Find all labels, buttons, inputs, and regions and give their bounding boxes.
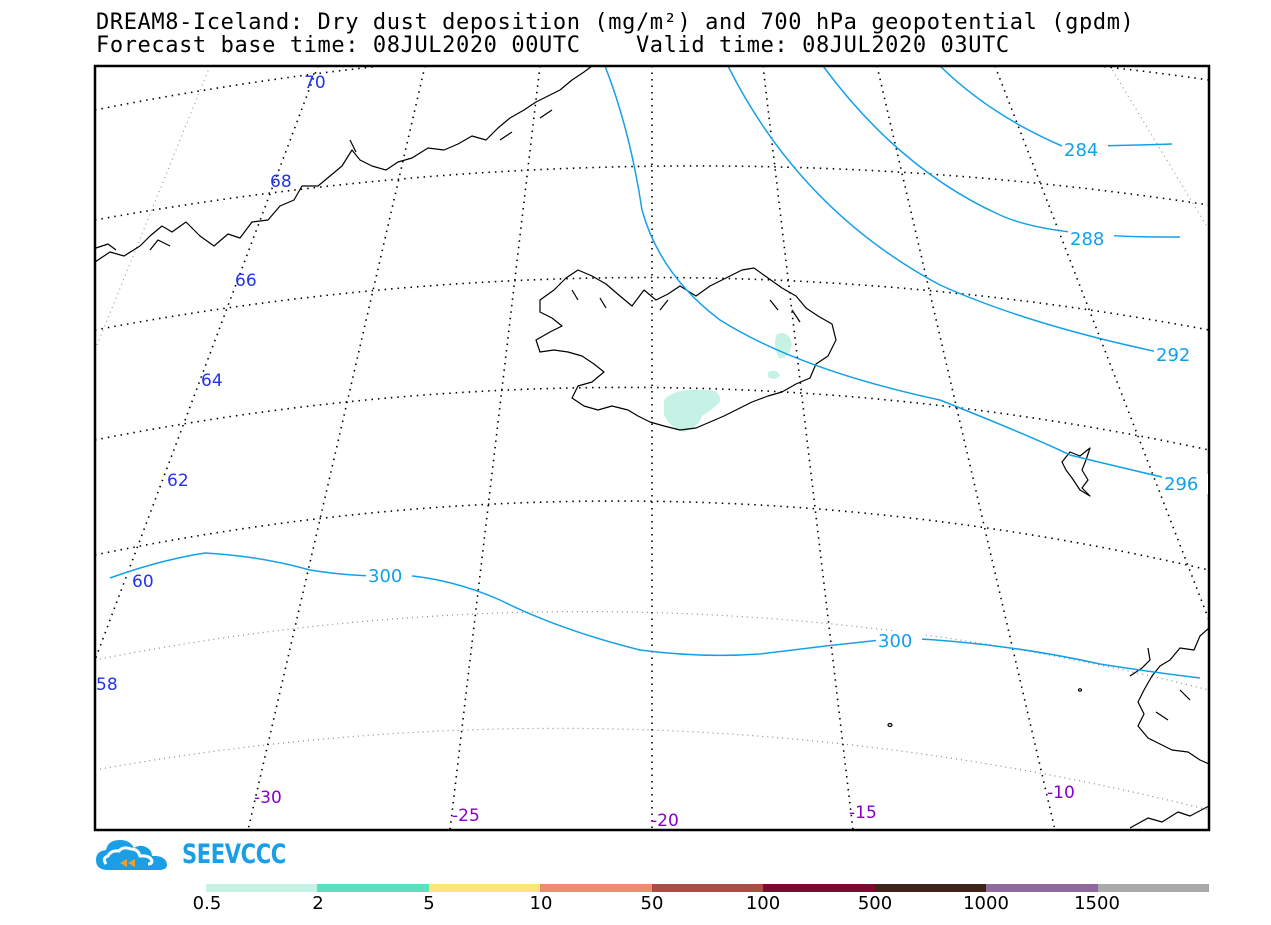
contour-label: 292 bbox=[1156, 345, 1190, 366]
colorbar-segment bbox=[1097, 884, 1209, 892]
contour-labels: 284 288 292 296 300 300 bbox=[366, 138, 1208, 652]
latitude-label: 66 bbox=[235, 271, 257, 291]
colorbar bbox=[206, 884, 1209, 892]
latitude-label: 68 bbox=[270, 172, 292, 192]
logo-text: SEEVCCC bbox=[182, 838, 286, 870]
latitude-labels: 70 68 66 64 62 60 58 bbox=[96, 73, 326, 695]
colorbar-segment bbox=[763, 884, 875, 892]
colorbar-label: 2 bbox=[312, 893, 324, 914]
latitude-label: 60 bbox=[132, 572, 154, 592]
longitude-labels: -30 -25 -20 -15 -10 bbox=[254, 783, 1075, 831]
geopotential-contours bbox=[109, 66, 1209, 679]
seevccc-logo: SEEVCCC bbox=[94, 834, 315, 874]
colorbar-segment bbox=[206, 884, 318, 892]
longitude-lines bbox=[95, 66, 1209, 830]
colorbar-label: 500 bbox=[857, 893, 893, 914]
latitude-label: 64 bbox=[201, 371, 223, 391]
longitude-label: -15 bbox=[849, 803, 877, 823]
contour-label: 288 bbox=[1070, 229, 1104, 250]
colorbar-label: 1500 bbox=[1074, 893, 1120, 914]
contour-label: 300 bbox=[878, 631, 912, 652]
colorbar-segment bbox=[651, 884, 764, 892]
colorbar-label: 100 bbox=[745, 893, 781, 914]
colorbar-label: 50 bbox=[640, 893, 664, 914]
colorbar-label: 1000 bbox=[963, 893, 1009, 914]
colorbar-label: 5 bbox=[423, 893, 435, 914]
colorbar-label: 0.5 bbox=[192, 893, 222, 914]
map-frame bbox=[93, 64, 1211, 832]
coastlines bbox=[95, 66, 1209, 829]
contour-label: 300 bbox=[368, 566, 402, 587]
latitude-lines bbox=[95, 66, 1209, 811]
colorbar-segment bbox=[540, 884, 652, 892]
longitude-label: -20 bbox=[651, 811, 679, 831]
colorbar-segment bbox=[986, 884, 1098, 892]
latitude-label: 70 bbox=[304, 73, 326, 93]
map-subtitle: Forecast base time: 08JUL2020 00UTC Vali… bbox=[96, 33, 1010, 58]
contour-label: 296 bbox=[1164, 474, 1198, 495]
colorbar-segment bbox=[317, 884, 429, 892]
colorbar-segment bbox=[428, 884, 541, 892]
latitude-label: 58 bbox=[96, 675, 118, 695]
longitude-label: -25 bbox=[452, 806, 480, 826]
cloud-logo-icon bbox=[96, 840, 167, 870]
latitude-label: 62 bbox=[167, 471, 189, 491]
map-title: DREAM8-Iceland: Dry dust deposition (mg/… bbox=[96, 10, 1135, 35]
contour-label: 284 bbox=[1064, 140, 1098, 161]
colorbar-label: 10 bbox=[529, 893, 553, 914]
dust-deposition-areas bbox=[664, 333, 792, 432]
longitude-label: -30 bbox=[254, 788, 282, 808]
longitude-label: -10 bbox=[1047, 783, 1075, 803]
colorbar-segment bbox=[874, 884, 987, 892]
graticule bbox=[95, 66, 1209, 830]
